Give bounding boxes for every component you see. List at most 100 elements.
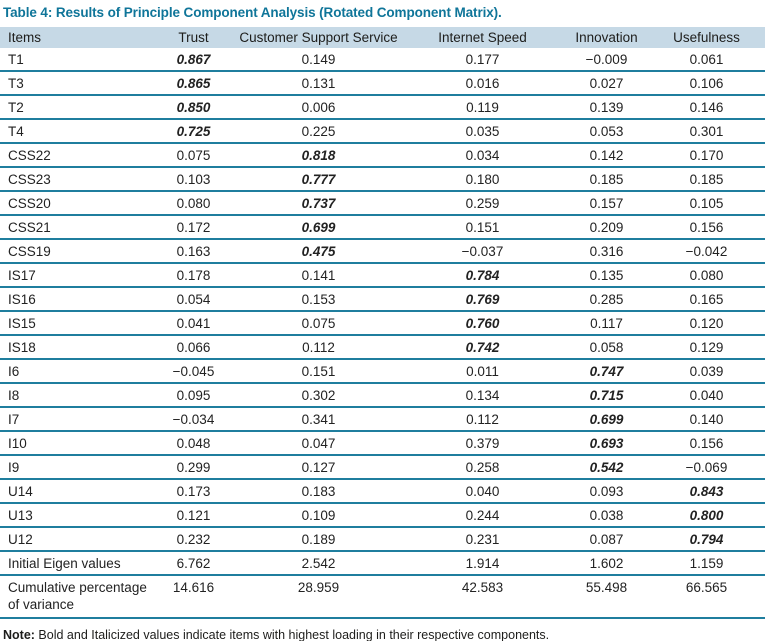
- cell-value: 0.103: [150, 167, 237, 192]
- cell-value: 0.061: [648, 48, 765, 72]
- cell-value: 0.153: [237, 287, 400, 312]
- cell-value: 0.039: [648, 359, 765, 384]
- row-item-label: T1: [0, 48, 150, 72]
- cell-value: 55.498: [565, 575, 648, 619]
- cell-value: 0.066: [150, 335, 237, 360]
- cell-value: 0.747: [565, 359, 648, 384]
- cell-value: 0.047: [237, 431, 400, 456]
- row-item-label: I9: [0, 455, 150, 480]
- table-row: U12 0.232 0.189 0.231 0.087 0.794: [0, 527, 765, 552]
- cell-value: 0.106: [648, 71, 765, 96]
- cell-value: 0.185: [648, 167, 765, 192]
- cell-value: 0.121: [150, 503, 237, 528]
- cell-value: 0.742: [400, 335, 565, 360]
- cell-value: 66.565: [648, 575, 765, 619]
- table-row: I10 0.048 0.047 0.379 0.693 0.156: [0, 431, 765, 456]
- table-row: CSS22 0.075 0.818 0.034 0.142 0.170: [0, 143, 765, 168]
- cell-value: 0.163: [150, 239, 237, 264]
- column-header-customer-support-service: Customer Support Service: [237, 27, 400, 48]
- cell-value: −0.045: [150, 359, 237, 384]
- row-item-label: U12: [0, 527, 150, 552]
- cell-value: 2.542: [237, 551, 400, 576]
- cell-value: 0.112: [237, 335, 400, 360]
- row-item-label: T4: [0, 119, 150, 144]
- row-item-label: CSS19: [0, 239, 150, 264]
- cell-value: 0.693: [565, 431, 648, 456]
- cell-value: 0.760: [400, 311, 565, 336]
- cell-value: 0.117: [565, 311, 648, 336]
- cell-value: 0.231: [400, 527, 565, 552]
- cell-value: 0.232: [150, 527, 237, 552]
- cell-value: 0.843: [648, 479, 765, 504]
- cell-value: 0.157: [565, 191, 648, 216]
- table-row: IS16 0.054 0.153 0.769 0.285 0.165: [0, 287, 765, 312]
- cell-value: 0.865: [150, 71, 237, 96]
- cell-value: 0.172: [150, 215, 237, 240]
- cell-value: 0.777: [237, 167, 400, 192]
- cell-value: 0.053: [565, 119, 648, 144]
- cell-value: 0.818: [237, 143, 400, 168]
- cell-value: −0.037: [400, 239, 565, 264]
- row-item-label: IS16: [0, 287, 150, 312]
- table-row: U13 0.121 0.109 0.244 0.038 0.800: [0, 503, 765, 528]
- cell-value: 0.180: [400, 167, 565, 192]
- cell-value: 0.041: [150, 311, 237, 336]
- cell-value: 6.762: [150, 551, 237, 576]
- row-item-label: CSS22: [0, 143, 150, 168]
- row-item-label: Cumulative percentage of variance: [0, 575, 150, 619]
- cell-value: 0.129: [648, 335, 765, 360]
- cell-value: 0.006: [237, 95, 400, 120]
- cell-value: 0.800: [648, 503, 765, 528]
- column-header-internet-speed: Internet Speed: [400, 27, 565, 48]
- cell-value: 1.159: [648, 551, 765, 576]
- cell-value: 0.850: [150, 95, 237, 120]
- cell-value: 0.016: [400, 71, 565, 96]
- cell-value: 0.134: [400, 383, 565, 408]
- column-header-items: Items: [0, 27, 150, 48]
- row-item-label: CSS23: [0, 167, 150, 192]
- table-row: IS18 0.066 0.112 0.742 0.058 0.129: [0, 335, 765, 360]
- cell-value: 0.149: [237, 48, 400, 72]
- cell-value: 0.699: [237, 215, 400, 240]
- row-item-label: U13: [0, 503, 150, 528]
- table-row: I8 0.095 0.302 0.134 0.715 0.040: [0, 383, 765, 408]
- cell-value: 0.139: [565, 95, 648, 120]
- cell-value: 0.151: [400, 215, 565, 240]
- cell-value: −0.009: [565, 48, 648, 72]
- cell-value: 0.165: [648, 287, 765, 312]
- cell-value: 0.135: [565, 263, 648, 288]
- note-text: Bold and Italicized values indicate item…: [34, 628, 550, 641]
- cell-value: 0.142: [565, 143, 648, 168]
- cell-value: 14.616: [150, 575, 237, 619]
- cell-value: 0.027: [565, 71, 648, 96]
- table-row: CSS19 0.163 0.475 −0.037 0.316 −0.042: [0, 239, 765, 264]
- table-row: I6 −0.045 0.151 0.011 0.747 0.039: [0, 359, 765, 384]
- table-row: T3 0.865 0.131 0.016 0.027 0.106: [0, 71, 765, 96]
- cell-value: 0.189: [237, 527, 400, 552]
- row-item-label: Initial Eigen values: [0, 551, 150, 576]
- cell-value: 0.035: [400, 119, 565, 144]
- cell-value: 0.141: [237, 263, 400, 288]
- note-label: Note:: [3, 628, 35, 641]
- cell-value: 0.093: [565, 479, 648, 504]
- row-item-label: U14: [0, 479, 150, 504]
- cell-value: 0.302: [237, 383, 400, 408]
- table-row: U14 0.173 0.183 0.040 0.093 0.843: [0, 479, 765, 504]
- table-row: T1 0.867 0.149 0.177 −0.009 0.061: [0, 48, 765, 72]
- cell-value: 0.040: [648, 383, 765, 408]
- table-row: T4 0.725 0.225 0.035 0.053 0.301: [0, 119, 765, 144]
- row-item-label: I6: [0, 359, 150, 384]
- column-header-usefulness: Usefulness: [648, 27, 765, 48]
- cell-value: 0.173: [150, 479, 237, 504]
- row-item-label: IS15: [0, 311, 150, 336]
- row-item-label: I10: [0, 431, 150, 456]
- table-row: CSS23 0.103 0.777 0.180 0.185 0.185: [0, 167, 765, 192]
- cell-value: 0.080: [150, 191, 237, 216]
- cell-value: 0.178: [150, 263, 237, 288]
- table-note: Note: Bold and Italicized values indicat…: [0, 628, 765, 641]
- table-row: I9 0.299 0.127 0.258 0.542 −0.069: [0, 455, 765, 480]
- cell-value: 0.075: [237, 311, 400, 336]
- cell-value: 0.156: [648, 431, 765, 456]
- cell-value: 0.209: [565, 215, 648, 240]
